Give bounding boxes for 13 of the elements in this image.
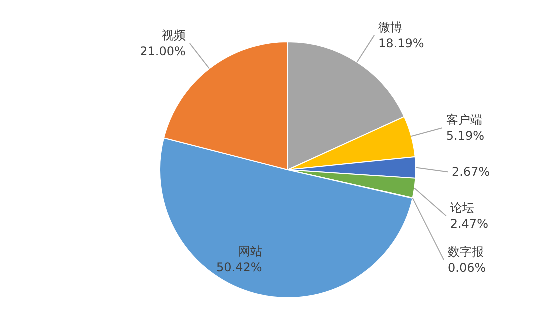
data-label: 21.00% xyxy=(140,44,186,59)
data-label: 2.67% xyxy=(452,165,490,180)
slice-label: 视频 xyxy=(162,28,186,43)
data-label: 5.19% xyxy=(446,129,485,144)
slice-label: 数字报 xyxy=(448,245,484,260)
data-label: 50.42% xyxy=(216,260,262,275)
data-label: 18.19% xyxy=(378,36,424,50)
data-label: 0.06% xyxy=(448,261,486,276)
slice-label: 论坛 xyxy=(450,201,474,216)
data-label: 2.47% xyxy=(450,217,488,232)
slice-label: 网站 xyxy=(238,244,262,259)
slice-label: 微博 xyxy=(378,20,403,34)
slice-label: 客户端 xyxy=(446,113,482,128)
